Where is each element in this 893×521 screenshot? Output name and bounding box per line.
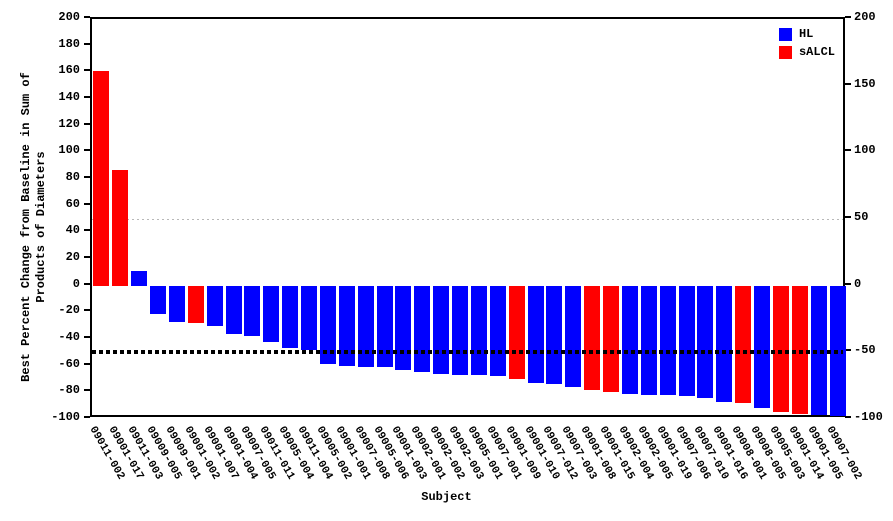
bar-09011-002 — [93, 71, 110, 286]
y-axis-tick-left — [84, 282, 90, 285]
bar-09005-004 — [282, 285, 299, 349]
bar-09011-003 — [131, 271, 148, 286]
y-axis-tick-right — [845, 82, 851, 85]
bar-09001-007 — [206, 285, 223, 326]
bar-09007-005 — [244, 285, 261, 337]
y-axis-tick-label-left: 60 — [65, 196, 80, 211]
bar-09001-003 — [395, 285, 412, 370]
salcl-color-swatch — [778, 45, 792, 59]
y-axis-tick-left — [84, 176, 90, 178]
y-axis-tick-label-left: 0 — [72, 276, 80, 291]
y-axis-tick-label-left: 20 — [65, 250, 80, 264]
bar-09011-011 — [263, 285, 280, 342]
legend-item-salcl: sALCL — [778, 44, 835, 59]
plot-area: HL sALCL — [90, 17, 846, 417]
bar-09005-003 — [772, 285, 789, 413]
bar-09008-001 — [735, 285, 752, 403]
bar-09007-001 — [489, 285, 506, 377]
y-axis-tick-left — [84, 336, 90, 338]
hl-color-swatch — [778, 27, 792, 41]
y-axis-title-line1: Best Percent Change from Baseline in Sum… — [19, 72, 33, 382]
bar-09001-016 — [716, 285, 733, 402]
bar-09001-017 — [112, 169, 129, 286]
y-axis-tick-label-left: 160 — [58, 63, 80, 78]
y-axis-tick-left — [84, 202, 90, 205]
bar-09007-006 — [678, 285, 695, 397]
y-axis-tick-label-left: 140 — [58, 90, 80, 104]
bar-09007-010 — [697, 285, 714, 398]
y-axis-tick-left — [84, 149, 90, 152]
legend-item-hl: HL — [778, 26, 835, 41]
bar-09001-001 — [338, 285, 355, 366]
reference-line-plus50 — [92, 218, 843, 220]
y-axis-tick-label-left: -60 — [58, 356, 80, 371]
bar-09001-004 — [225, 285, 242, 334]
legend-label-salcl: sALCL — [798, 44, 835, 59]
bar-09001-002 — [187, 285, 204, 323]
bar-09005-001 — [470, 285, 487, 375]
x-axis-title: Subject — [421, 490, 472, 504]
bar-09001-009 — [508, 285, 525, 379]
bar-09009-005 — [150, 285, 167, 314]
bar-09002-005 — [640, 285, 657, 395]
bar-09011-004 — [301, 285, 318, 350]
y-axis-tick-label-left: -80 — [58, 383, 80, 398]
y-axis-tick-left — [84, 16, 90, 18]
legend-label-hl: HL — [798, 26, 814, 41]
y-axis-tick-label-left: 200 — [58, 10, 80, 24]
y-axis-tick-label-right: 0 — [854, 276, 862, 291]
y-axis-tick-label-left: -40 — [58, 330, 80, 344]
y-axis-tick-right — [845, 216, 851, 218]
y-axis-tick-label-right: 50 — [854, 210, 869, 224]
y-axis-tick-label-left: 120 — [58, 116, 80, 131]
y-axis-tick-right — [845, 349, 851, 352]
y-axis-tick-left — [84, 416, 90, 418]
bar-09007-008 — [357, 285, 374, 367]
y-axis-tick-label-right: 150 — [854, 76, 876, 91]
y-axis-tick-label-left: 180 — [58, 36, 80, 51]
bar-09001-015 — [603, 285, 620, 393]
y-axis-tick-left — [84, 69, 90, 72]
y-axis-tick-label-left: 40 — [65, 223, 80, 238]
y-axis-tick-right — [845, 282, 851, 285]
bar-09001-010 — [527, 285, 544, 383]
y-axis-tick-left — [84, 362, 90, 365]
y-axis-tick-right — [845, 416, 851, 418]
y-axis-tick-label-left: -20 — [58, 303, 80, 318]
bar-09002-003 — [452, 285, 469, 375]
y-axis-tick-left — [84, 42, 90, 45]
y-axis-tick-label-left: 100 — [58, 143, 80, 158]
y-axis-tick-label-right: 100 — [854, 143, 876, 158]
bar-09005-006 — [376, 285, 393, 367]
y-axis-tick-label-right: -50 — [854, 343, 876, 358]
bar-09001-005 — [810, 285, 827, 415]
reference-line-minus50 — [92, 350, 843, 355]
bar-09007-003 — [565, 285, 582, 387]
bar-09009-001 — [168, 285, 185, 322]
y-axis-tick-label-left: 80 — [65, 170, 80, 184]
bar-09002-001 — [414, 285, 431, 373]
y-axis-tick-left — [84, 122, 90, 125]
y-axis-tick-left — [84, 309, 90, 312]
bar-09001-019 — [659, 285, 676, 395]
y-axis-tick-right — [845, 149, 851, 152]
y-axis-tick-left — [84, 96, 90, 98]
bar-09002-002 — [433, 285, 450, 374]
y-axis-tick-left — [84, 389, 90, 392]
bar-09005-002 — [319, 285, 336, 365]
bar-09002-004 — [621, 285, 638, 394]
y-axis-tick-left — [84, 256, 90, 258]
bar-09007-012 — [546, 285, 563, 385]
legend: HL sALCL — [778, 23, 835, 63]
bar-09001-008 — [584, 285, 601, 390]
y-axis-tick-label-left: -100 — [51, 410, 80, 424]
y-axis-tick-label-right: 200 — [854, 10, 876, 24]
bar-09008-005 — [754, 285, 771, 409]
y-axis-tick-right — [845, 16, 851, 18]
y-axis-tick-left — [84, 229, 90, 232]
bar-09001-014 — [791, 285, 808, 414]
y-axis-tick-label-right: -100 — [854, 410, 883, 424]
